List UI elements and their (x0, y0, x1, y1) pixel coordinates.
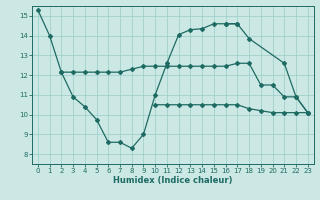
X-axis label: Humidex (Indice chaleur): Humidex (Indice chaleur) (113, 176, 233, 185)
